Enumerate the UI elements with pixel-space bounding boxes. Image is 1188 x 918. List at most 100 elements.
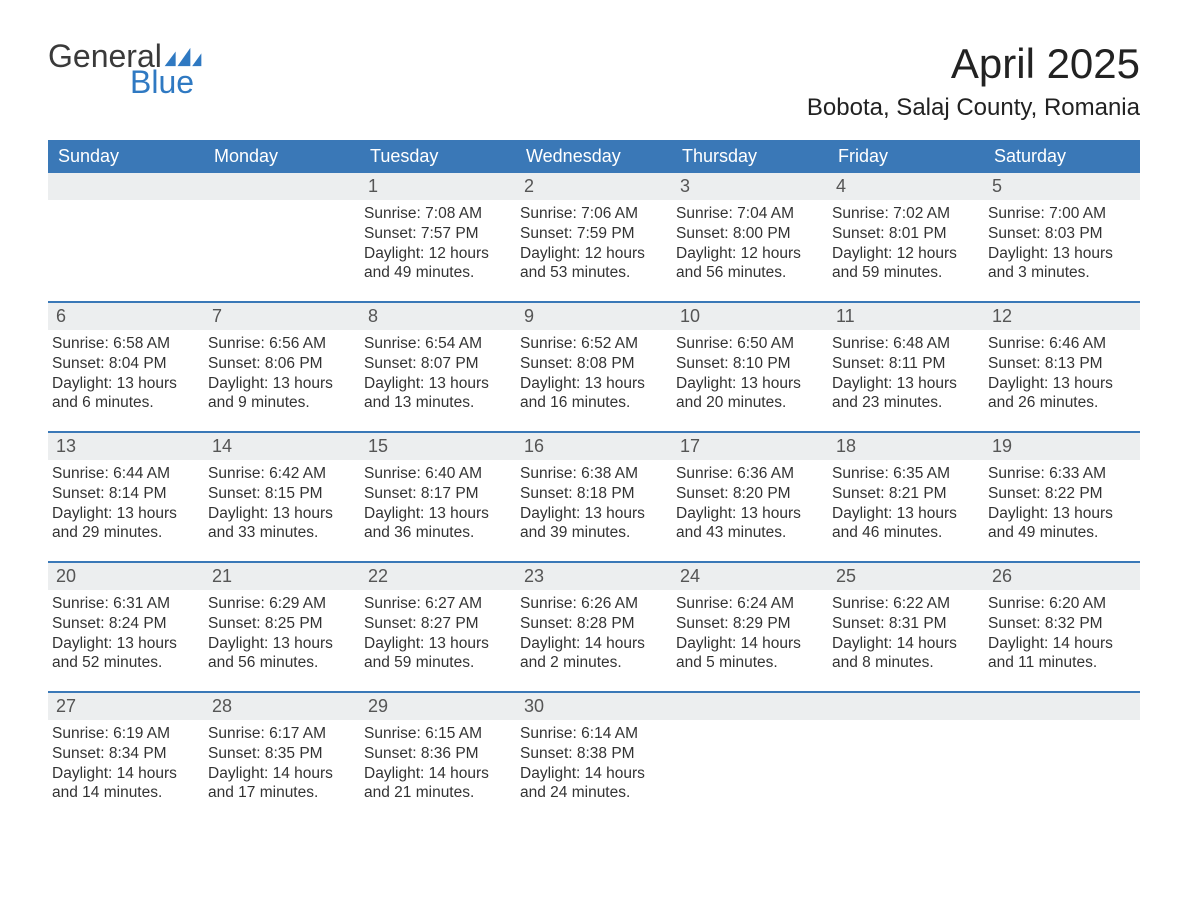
day-body: Sunrise: 6:40 AMSunset: 8:17 PMDaylight:…: [360, 460, 516, 547]
day-body: Sunrise: 6:19 AMSunset: 8:34 PMDaylight:…: [48, 720, 204, 807]
calendar: SundayMondayTuesdayWednesdayThursdayFrid…: [48, 140, 1140, 821]
day-body: Sunrise: 6:31 AMSunset: 8:24 PMDaylight:…: [48, 590, 204, 677]
daylight-line: Daylight: 13 hours and 36 minutes.: [364, 504, 510, 544]
sunrise-line: Sunrise: 6:17 AM: [208, 724, 354, 744]
sunrise-line: Sunrise: 6:14 AM: [520, 724, 666, 744]
day-cell: [204, 173, 360, 301]
day-body: Sunrise: 6:54 AMSunset: 8:07 PMDaylight:…: [360, 330, 516, 417]
sunset-line: Sunset: 8:18 PM: [520, 484, 666, 504]
sunset-line: Sunset: 8:00 PM: [676, 224, 822, 244]
day-number: 22: [360, 563, 516, 590]
daylight-line: Daylight: 14 hours and 11 minutes.: [988, 634, 1134, 674]
daylight-line: Daylight: 13 hours and 49 minutes.: [988, 504, 1134, 544]
sunrise-line: Sunrise: 6:50 AM: [676, 334, 822, 354]
day-body: Sunrise: 6:46 AMSunset: 8:13 PMDaylight:…: [984, 330, 1140, 417]
sunrise-line: Sunrise: 6:54 AM: [364, 334, 510, 354]
day-cell: 21Sunrise: 6:29 AMSunset: 8:25 PMDayligh…: [204, 563, 360, 691]
day-number: 3: [672, 173, 828, 200]
day-cell: 14Sunrise: 6:42 AMSunset: 8:15 PMDayligh…: [204, 433, 360, 561]
day-number: [672, 693, 828, 720]
day-number: 19: [984, 433, 1140, 460]
weekday-header: Sunday: [48, 140, 204, 173]
day-body: Sunrise: 6:52 AMSunset: 8:08 PMDaylight:…: [516, 330, 672, 417]
sunset-line: Sunset: 8:21 PM: [832, 484, 978, 504]
day-body: Sunrise: 6:29 AMSunset: 8:25 PMDaylight:…: [204, 590, 360, 677]
sunrise-line: Sunrise: 6:36 AM: [676, 464, 822, 484]
day-body: Sunrise: 6:36 AMSunset: 8:20 PMDaylight:…: [672, 460, 828, 547]
day-number: 9: [516, 303, 672, 330]
day-body: Sunrise: 6:44 AMSunset: 8:14 PMDaylight:…: [48, 460, 204, 547]
day-body: Sunrise: 6:38 AMSunset: 8:18 PMDaylight:…: [516, 460, 672, 547]
weekday-header: Wednesday: [516, 140, 672, 173]
weeks-container: 1Sunrise: 7:08 AMSunset: 7:57 PMDaylight…: [48, 173, 1140, 821]
daylight-line: Daylight: 14 hours and 8 minutes.: [832, 634, 978, 674]
daylight-line: Daylight: 12 hours and 53 minutes.: [520, 244, 666, 284]
daylight-line: Daylight: 13 hours and 33 minutes.: [208, 504, 354, 544]
day-number: [828, 693, 984, 720]
day-cell: 3Sunrise: 7:04 AMSunset: 8:00 PMDaylight…: [672, 173, 828, 301]
weekday-header-row: SundayMondayTuesdayWednesdayThursdayFrid…: [48, 140, 1140, 173]
day-cell: 13Sunrise: 6:44 AMSunset: 8:14 PMDayligh…: [48, 433, 204, 561]
day-number: 18: [828, 433, 984, 460]
sunrise-line: Sunrise: 6:40 AM: [364, 464, 510, 484]
day-number: [48, 173, 204, 200]
day-cell: 20Sunrise: 6:31 AMSunset: 8:24 PMDayligh…: [48, 563, 204, 691]
daylight-line: Daylight: 13 hours and 20 minutes.: [676, 374, 822, 414]
sunset-line: Sunset: 8:25 PM: [208, 614, 354, 634]
sunset-line: Sunset: 8:07 PM: [364, 354, 510, 374]
daylight-line: Daylight: 13 hours and 6 minutes.: [52, 374, 198, 414]
day-cell: 15Sunrise: 6:40 AMSunset: 8:17 PMDayligh…: [360, 433, 516, 561]
weekday-header: Friday: [828, 140, 984, 173]
sunset-line: Sunset: 8:10 PM: [676, 354, 822, 374]
day-cell: 9Sunrise: 6:52 AMSunset: 8:08 PMDaylight…: [516, 303, 672, 431]
day-number: 29: [360, 693, 516, 720]
daylight-line: Daylight: 14 hours and 5 minutes.: [676, 634, 822, 674]
day-number: 27: [48, 693, 204, 720]
day-body: Sunrise: 6:35 AMSunset: 8:21 PMDaylight:…: [828, 460, 984, 547]
day-body: Sunrise: 6:24 AMSunset: 8:29 PMDaylight:…: [672, 590, 828, 677]
day-cell: 26Sunrise: 6:20 AMSunset: 8:32 PMDayligh…: [984, 563, 1140, 691]
day-cell: [984, 693, 1140, 821]
sunset-line: Sunset: 8:06 PM: [208, 354, 354, 374]
sunset-line: Sunset: 8:38 PM: [520, 744, 666, 764]
day-number: 21: [204, 563, 360, 590]
sunset-line: Sunset: 8:08 PM: [520, 354, 666, 374]
daylight-line: Daylight: 13 hours and 43 minutes.: [676, 504, 822, 544]
logo: General Blue: [48, 40, 202, 98]
day-number: 4: [828, 173, 984, 200]
day-number: 10: [672, 303, 828, 330]
day-number: 6: [48, 303, 204, 330]
day-cell: 16Sunrise: 6:38 AMSunset: 8:18 PMDayligh…: [516, 433, 672, 561]
daylight-line: Daylight: 14 hours and 2 minutes.: [520, 634, 666, 674]
day-number: 13: [48, 433, 204, 460]
day-cell: 8Sunrise: 6:54 AMSunset: 8:07 PMDaylight…: [360, 303, 516, 431]
day-cell: 22Sunrise: 6:27 AMSunset: 8:27 PMDayligh…: [360, 563, 516, 691]
daylight-line: Daylight: 13 hours and 29 minutes.: [52, 504, 198, 544]
day-cell: 2Sunrise: 7:06 AMSunset: 7:59 PMDaylight…: [516, 173, 672, 301]
sunrise-line: Sunrise: 6:35 AM: [832, 464, 978, 484]
sunset-line: Sunset: 8:34 PM: [52, 744, 198, 764]
daylight-line: Daylight: 13 hours and 13 minutes.: [364, 374, 510, 414]
day-number: 24: [672, 563, 828, 590]
sunrise-line: Sunrise: 6:26 AM: [520, 594, 666, 614]
day-cell: 17Sunrise: 6:36 AMSunset: 8:20 PMDayligh…: [672, 433, 828, 561]
day-cell: 24Sunrise: 6:24 AMSunset: 8:29 PMDayligh…: [672, 563, 828, 691]
day-body: Sunrise: 6:56 AMSunset: 8:06 PMDaylight:…: [204, 330, 360, 417]
day-cell: 7Sunrise: 6:56 AMSunset: 8:06 PMDaylight…: [204, 303, 360, 431]
sunset-line: Sunset: 8:01 PM: [832, 224, 978, 244]
sunset-line: Sunset: 8:03 PM: [988, 224, 1134, 244]
day-number: 8: [360, 303, 516, 330]
sunrise-line: Sunrise: 6:33 AM: [988, 464, 1134, 484]
daylight-line: Daylight: 14 hours and 17 minutes.: [208, 764, 354, 804]
daylight-line: Daylight: 13 hours and 59 minutes.: [364, 634, 510, 674]
day-body: Sunrise: 7:04 AMSunset: 8:00 PMDaylight:…: [672, 200, 828, 287]
day-body: Sunrise: 6:20 AMSunset: 8:32 PMDaylight:…: [984, 590, 1140, 677]
day-number: 15: [360, 433, 516, 460]
sunrise-line: Sunrise: 6:58 AM: [52, 334, 198, 354]
day-cell: 23Sunrise: 6:26 AMSunset: 8:28 PMDayligh…: [516, 563, 672, 691]
day-cell: 25Sunrise: 6:22 AMSunset: 8:31 PMDayligh…: [828, 563, 984, 691]
sunset-line: Sunset: 7:59 PM: [520, 224, 666, 244]
day-number: 16: [516, 433, 672, 460]
sunrise-line: Sunrise: 6:56 AM: [208, 334, 354, 354]
day-body: Sunrise: 6:33 AMSunset: 8:22 PMDaylight:…: [984, 460, 1140, 547]
